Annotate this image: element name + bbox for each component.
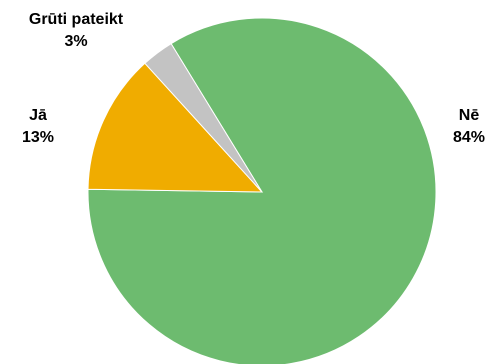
pie-slice-2: [87, 62, 264, 193]
pie-slice-3: [144, 42, 263, 193]
slice-label-ja: Jā: [29, 107, 47, 124]
slice-value-gruti-pateikt: 3%: [64, 33, 87, 50]
pie-labels: Nē 84% Jā 13% Grūti pateikt 3%: [22, 11, 485, 146]
slice-value-ja: 13%: [22, 129, 54, 146]
pie-slice-1: [87, 17, 437, 364]
slice-label-ne: Nē: [459, 107, 480, 124]
slice-value-ne: 84%: [453, 129, 485, 146]
slice-label-gruti-pateikt: Grūti pateikt: [29, 11, 124, 28]
pie-slices: [87, 17, 437, 364]
